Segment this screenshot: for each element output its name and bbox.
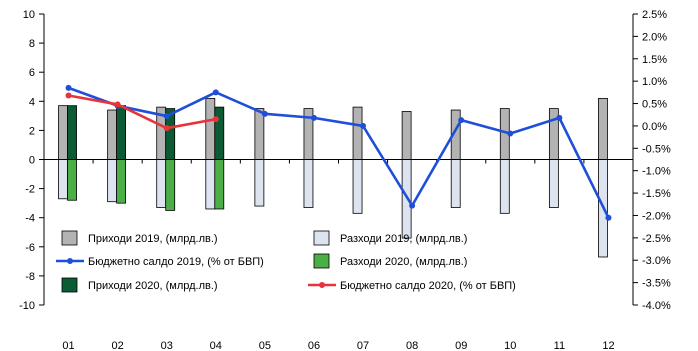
bar-expense-2019-10 (499, 159, 510, 214)
bar-expense-2019-01 (58, 159, 68, 200)
legend-label: Бюджетно салдо 2020, (% от БВП) (340, 280, 516, 292)
x-tick-label: 12 (602, 340, 614, 351)
bar-income-2020-02 (116, 105, 127, 160)
point-balance-2019 (556, 114, 563, 121)
right-tick-label: -2.0% (642, 210, 671, 222)
bar-income-2019-08 (401, 111, 412, 160)
right-tick-label: -3.0% (642, 255, 671, 267)
right-tick-label: -1.5% (642, 188, 671, 200)
point-balance-2019 (458, 117, 465, 124)
bar-expense-2020-04 (214, 159, 225, 210)
point-balance-2019 (163, 113, 170, 120)
right-tick-label: 1.0% (642, 76, 667, 88)
right-tick-label: -3.5% (642, 278, 671, 290)
bar-income-2020-04 (214, 106, 225, 160)
point-balance-2020 (65, 92, 72, 99)
right-tick-label: -2.5% (642, 233, 671, 245)
x-axis-labels: 01 02 03 04 05 06 07 08 09 10 11 12 (62, 340, 614, 351)
legend-swatch (313, 230, 330, 246)
bar-expense-2020-01 (67, 159, 77, 201)
point-balance-2019 (261, 110, 268, 117)
x-tick-label: 11 (554, 340, 565, 351)
bar-income-2019-12 (598, 97, 608, 160)
legend-swatch (61, 277, 78, 293)
point-balance-2019 (310, 114, 317, 121)
line-series-group (65, 84, 612, 221)
point-balance-2019 (605, 214, 612, 221)
right-y-axis: 2.5% 2.0% 1.5% 1.0% 0.5% 0.0% -0.5% -1.0% -1.5% -… (632, 9, 671, 312)
right-tick-label: -0.5% (642, 143, 671, 155)
point-balance-2020 (212, 116, 219, 123)
x-tick-label: 10 (504, 340, 516, 351)
bar-income-2019-07 (352, 106, 363, 160)
x-tick-label: 09 (455, 340, 467, 351)
left-tick-label: 0 (29, 155, 35, 167)
left-tick-label: -4 (25, 213, 35, 225)
point-balance-2019 (507, 130, 514, 137)
point-balance-2019 (65, 84, 72, 91)
left-tick-label: 8 (29, 38, 35, 50)
left-tick-label: 2 (29, 125, 35, 137)
bar-expense-2019-05 (254, 159, 265, 207)
point-balance-2020 (163, 125, 170, 132)
right-tick-label: 2.0% (642, 31, 667, 43)
legend-label: Разходи 2019, (млрд.лв.) (340, 233, 467, 245)
bar-income-2019-05 (254, 108, 265, 160)
bar-income-2019-01 (58, 105, 68, 160)
x-tick-label: 08 (406, 340, 418, 351)
bar-expense-2019-11 (548, 159, 559, 208)
bar-income-2019-04 (205, 97, 216, 160)
x-tick-label: 01 (62, 340, 74, 351)
bar-expense-2019-06 (303, 159, 314, 208)
legend-swatch (61, 230, 78, 246)
point-balance-2019 (360, 122, 367, 129)
bar-expense-2019-03 (156, 159, 167, 208)
legend-label: Разходи 2020, (млрд.лв.) (340, 256, 467, 268)
legend-marker (319, 282, 325, 288)
line-balance-2020 (68, 94, 217, 130)
bar-expense-2020-02 (116, 159, 127, 204)
legend-swatch (313, 253, 330, 269)
point-balance-2019 (409, 202, 416, 209)
left-tick-label: -2 (25, 184, 35, 196)
left-y-axis: 10 8 6 4 2 0 -2 -4 -6 -8 -10 (19, 9, 45, 312)
right-tick-label: 0.5% (642, 99, 667, 111)
legend-label: Приходи 2019, (млрд.лв.) (88, 233, 218, 245)
x-tick-label: 05 (259, 340, 271, 351)
zero-baseline (43, 159, 634, 164)
line-balance-2019 (68, 86, 610, 219)
bar-expense-2019-02 (107, 159, 118, 203)
x-tick-label: 06 (308, 340, 320, 351)
x-tick-label: 02 (112, 340, 124, 351)
right-tick-label: -4.0% (642, 300, 671, 312)
x-tick-label: 03 (161, 340, 173, 351)
left-tick-label: -10 (19, 300, 35, 312)
bar-expense-2019-04 (205, 159, 216, 210)
legend: Приходи 2019, (млрд.лв.) Разходи 2019, (м… (56, 230, 516, 293)
x-tick-label: 04 (210, 340, 222, 351)
bar-expense-2019-07 (352, 159, 363, 214)
right-tick-label: 1.5% (642, 54, 667, 66)
left-tick-label: -6 (25, 242, 35, 254)
left-tick-label: -8 (25, 271, 35, 283)
point-balance-2019 (212, 89, 219, 96)
bar-income-2019-02 (107, 109, 118, 160)
legend-label: Приходи 2020, (млрд.лв.) (88, 280, 218, 292)
point-balance-2020 (114, 101, 121, 108)
left-tick-label: 4 (29, 96, 35, 108)
left-tick-label: 6 (29, 67, 35, 79)
right-tick-label: 0.0% (642, 121, 667, 133)
legend-marker (67, 258, 73, 264)
left-tick-label: 10 (23, 9, 35, 21)
bar-expense-2019-09 (450, 159, 461, 208)
legend-label: Бюджетно салдо 2019, (% от БВП) (88, 256, 264, 268)
right-tick-label: 2.5% (642, 9, 667, 21)
right-tick-label: -1.0% (642, 166, 671, 178)
x-tick-label: 07 (357, 340, 369, 351)
bar-expense-2020-03 (165, 159, 176, 211)
bar-income-2020-01 (67, 105, 77, 160)
